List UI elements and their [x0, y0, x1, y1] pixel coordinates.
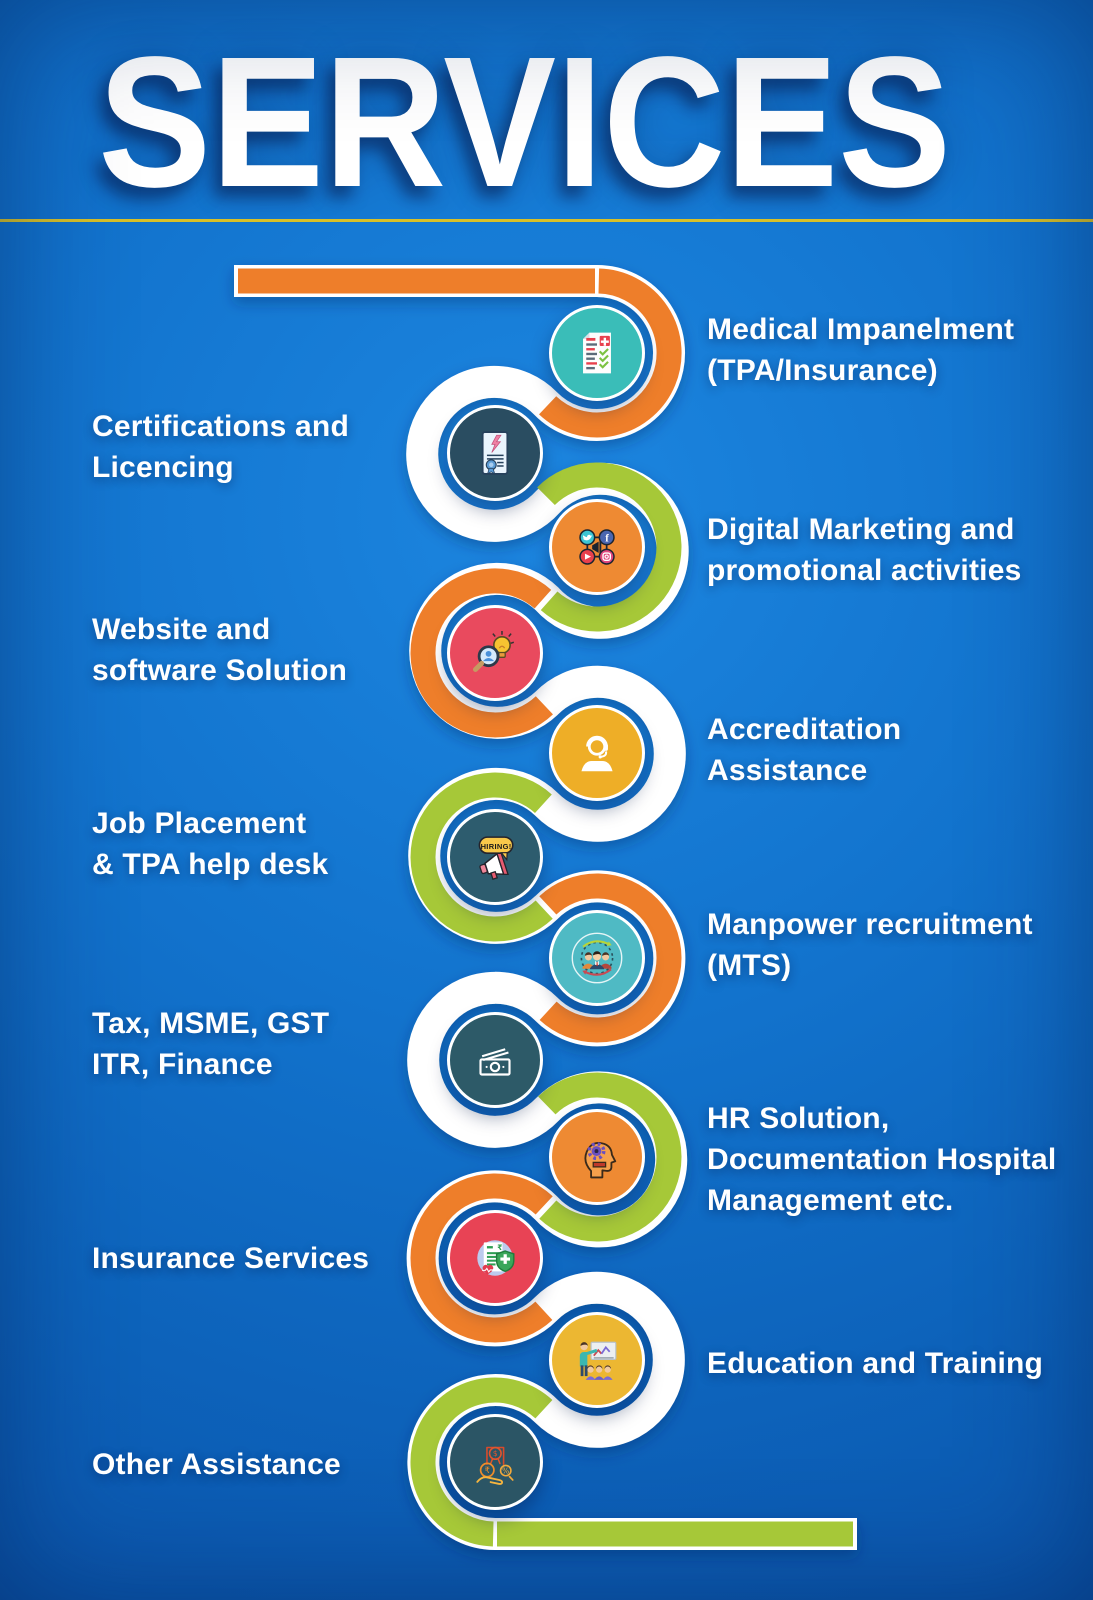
- service-label-digital-marketing: Digital Marketing and promotional activi…: [707, 509, 1021, 591]
- service-label-line: Accreditation: [707, 713, 902, 746]
- service-label-line: Certifications and: [92, 410, 349, 443]
- service-label-line: Medical Impanelment: [707, 313, 1015, 346]
- medical-document-icon: [583, 332, 611, 374]
- service-label-line: HR Solution,: [707, 1102, 890, 1135]
- service-node-education: [549, 1312, 645, 1408]
- service-label-manpower: Manpower recruitment (MTS): [707, 904, 1033, 986]
- service-label-insurance: Insurance Services: [92, 1238, 369, 1279]
- service-node-other-assistance: $ ₹ %: [447, 1414, 543, 1510]
- service-label-line: Tax, MSME, GST: [92, 1007, 330, 1040]
- training-presentation-icon: [579, 1341, 617, 1380]
- service-label-line: (MTS): [707, 949, 792, 982]
- social-media-icon: f: [579, 529, 615, 565]
- service-label-other-assistance: Other Assistance: [92, 1444, 341, 1485]
- team-cycle-icon: [571, 932, 623, 984]
- service-label-hr-solution: HR Solution, Documentation Hospital Mana…: [707, 1098, 1056, 1221]
- service-node-manpower: [549, 910, 645, 1006]
- hiring-text: HIRING!: [481, 842, 512, 851]
- hiring-megaphone-icon: HIRING!: [478, 836, 514, 881]
- support-agent-icon: [581, 735, 613, 772]
- service-label-medical-impanelment: Medical Impanelment (TPA/Insurance): [707, 309, 1014, 391]
- search-idea-icon: [472, 630, 515, 673]
- service-label-line: Education and Training: [707, 1347, 1044, 1380]
- hand-benefits-icon: $ ₹ %: [476, 1446, 514, 1485]
- service-node-website-software: [447, 605, 543, 701]
- service-label-line: Documentation Hospital: [707, 1143, 1057, 1176]
- svg-text:f: f: [605, 532, 609, 544]
- service-node-certifications: [447, 405, 543, 501]
- service-label-line: Insurance Services: [92, 1242, 370, 1275]
- svg-text:₹: ₹: [497, 1243, 502, 1252]
- page-title: SERVICES: [98, 19, 952, 226]
- svg-text:$: $: [493, 1449, 498, 1458]
- service-label-line: & TPA help desk: [92, 848, 329, 881]
- service-node-insurance: ₹: [447, 1210, 543, 1306]
- service-label-education: Education and Training: [707, 1343, 1043, 1384]
- service-label-line: Website and: [92, 613, 271, 646]
- banknote-icon: [479, 1048, 511, 1076]
- service-node-accreditation: [549, 705, 645, 801]
- service-label-line: Manpower recruitment: [707, 908, 1033, 941]
- svg-text:%: %: [502, 1466, 509, 1475]
- service-label-line: Job Placement: [92, 807, 307, 840]
- service-label-line: Digital Marketing and: [707, 513, 1015, 546]
- head-gear-icon: [584, 1142, 617, 1179]
- service-label-tax-finance: Tax, MSME, GST ITR, Finance: [92, 1003, 329, 1085]
- service-label-line: Licencing: [92, 451, 234, 484]
- service-label-line: Management etc.: [707, 1184, 954, 1217]
- service-label-line: Assistance: [707, 754, 868, 787]
- service-node-hr-solution: [549, 1109, 645, 1205]
- service-label-certifications: Certifications and Licencing: [92, 406, 349, 488]
- service-label-website-software: Website and software Solution: [92, 609, 347, 691]
- service-label-line: ITR, Finance: [92, 1048, 273, 1081]
- service-node-digital-marketing: f: [549, 499, 645, 595]
- divider-line: [0, 219, 1093, 222]
- certificate-icon: [481, 431, 509, 475]
- service-label-line: Other Assistance: [92, 1448, 341, 1481]
- service-label-line: software Solution: [92, 654, 348, 687]
- service-label-job-placement: Job Placement & TPA help desk: [92, 803, 328, 885]
- service-label-line: (TPA/Insurance): [707, 354, 938, 387]
- service-node-tax-finance: [447, 1012, 543, 1108]
- svg-text:₹: ₹: [485, 1466, 491, 1476]
- service-node-job-placement: HIRING!: [447, 809, 543, 905]
- service-label-line: promotional activities: [707, 554, 1022, 587]
- service-node-medical-impanelment: [549, 305, 645, 401]
- service-label-accreditation: Accreditation Assistance: [707, 709, 901, 791]
- insurance-shield-icon: ₹: [477, 1240, 515, 1276]
